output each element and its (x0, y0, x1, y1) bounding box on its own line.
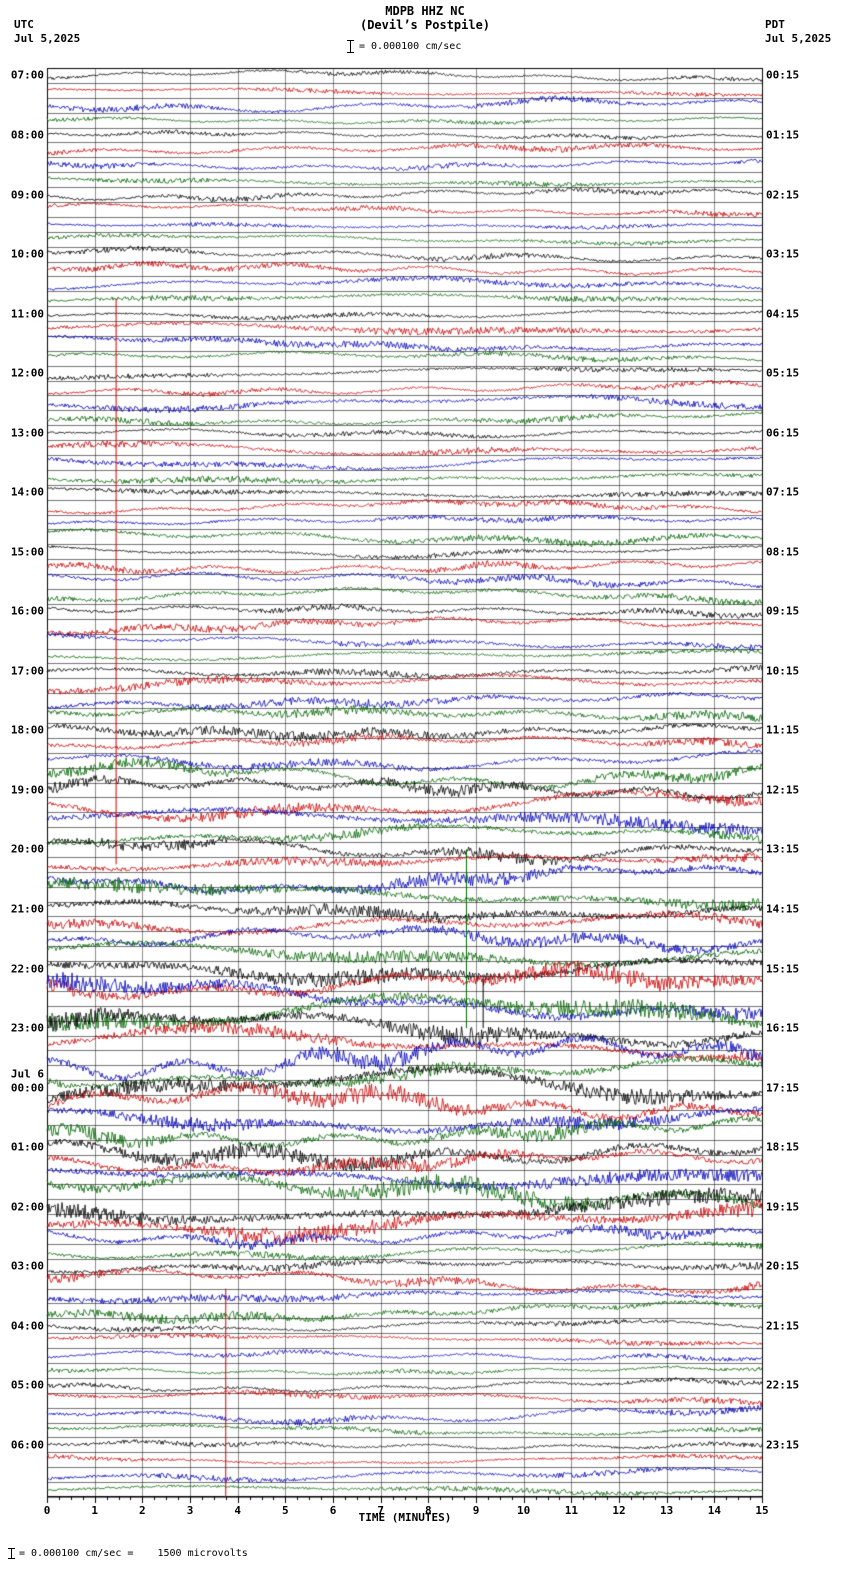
left-time-label: 04:00 (10, 1319, 44, 1333)
right-time-label: 02:15 (766, 188, 800, 202)
x-axis-tick: 0 (43, 1504, 51, 1517)
left-time-label: 01:00 (10, 1140, 44, 1154)
left-time-label: 23:00 (10, 1021, 44, 1035)
right-time-label: 10:15 (766, 664, 800, 678)
scale-bar-icon (8, 1548, 15, 1559)
x-axis-tick: 13 (660, 1504, 674, 1517)
right-time-label: 17:15 (766, 1081, 800, 1095)
right-time-label: 12:15 (766, 783, 800, 797)
left-time-label: 19:00 (10, 783, 44, 797)
left-time-label: 15:00 (10, 545, 44, 559)
footer-scale-note: = 0.000100 cm/sec = 1500 microvolts (8, 1548, 248, 1559)
station-title: MDPB HHZ NC (385, 4, 465, 18)
left-time-label: 06:00 (10, 1438, 44, 1452)
left-date: Jul 5,2025 (14, 32, 81, 45)
right-time-label: 16:15 (766, 1021, 800, 1035)
x-axis-tick: 3 (186, 1504, 194, 1517)
right-time-label: 05:15 (766, 366, 800, 380)
x-axis-tick: 8 (425, 1504, 432, 1517)
left-time-label: 00:00 (10, 1081, 44, 1095)
right-time-label: 09:15 (766, 604, 800, 618)
left-time-label: 07:00 (10, 68, 44, 82)
left-time-label: 20:00 (10, 842, 44, 856)
x-axis-tick: 1 (91, 1504, 98, 1517)
right-time-label: 07:15 (766, 485, 800, 499)
left-time-label: 10:00 (10, 247, 44, 261)
x-axis-tick: 11 (564, 1504, 578, 1517)
x-axis-tick: 12 (612, 1504, 626, 1517)
x-axis-tick: 2 (139, 1504, 146, 1517)
right-timezone: PDT (765, 18, 785, 31)
right-time-label: 08:15 (766, 545, 800, 559)
scale-indicator: = 0.000100 cm/sec (347, 40, 461, 53)
right-time-label: 13:15 (766, 842, 800, 856)
left-time-label: Jul 6 (10, 1067, 44, 1081)
right-time-label: 15:15 (766, 962, 800, 976)
footer-scale-text: = 0.000100 cm/sec = 1500 microvolts (19, 1548, 248, 1559)
right-time-label: 23:15 (766, 1438, 800, 1452)
left-time-label: 22:00 (10, 962, 44, 976)
right-time-label: 21:15 (766, 1319, 800, 1333)
right-time-label: 03:15 (766, 247, 800, 261)
x-axis-tick: 15 (755, 1504, 769, 1517)
left-time-label: 14:00 (10, 485, 44, 499)
x-axis-tick: 4 (234, 1504, 241, 1517)
left-time-label: 17:00 (10, 664, 44, 678)
left-time-label: 11:00 (10, 307, 44, 321)
right-time-label: 22:15 (766, 1378, 800, 1392)
left-time-label: 05:00 (10, 1378, 44, 1392)
left-time-label: 09:00 (10, 188, 44, 202)
left-time-label: 13:00 (10, 426, 44, 440)
x-axis-tick: 7 (377, 1504, 384, 1517)
x-axis-tick: 9 (472, 1504, 480, 1517)
right-time-label: 18:15 (766, 1140, 800, 1154)
right-time-label: 06:15 (766, 426, 800, 440)
right-time-label: 00:15 (766, 68, 800, 82)
left-time-label: 03:00 (10, 1259, 44, 1273)
right-time-label: 11:15 (766, 723, 800, 737)
right-time-label: 04:15 (766, 307, 800, 321)
x-axis-tick: 5 (282, 1504, 289, 1517)
header-right: PDT Jul 5,2025 (765, 18, 831, 46)
left-time-label: 18:00 (10, 723, 44, 737)
left-time-label: 08:00 (10, 128, 44, 142)
left-time-label: 12:00 (10, 366, 44, 380)
left-timezone: UTC (14, 18, 34, 31)
right-time-label: 19:15 (766, 1200, 800, 1214)
header-left: UTC Jul 5,2025 (14, 18, 80, 46)
x-axis-tick: 14 (707, 1504, 721, 1517)
scale-label: = 0.000100 cm/sec (359, 41, 462, 52)
left-time-label: 02:00 (10, 1200, 44, 1214)
left-time-label: 16:00 (10, 604, 44, 618)
x-axis-tick: 6 (329, 1504, 337, 1517)
right-time-label: 01:15 (766, 128, 800, 142)
right-time-label: 14:15 (766, 902, 800, 916)
x-axis-tick: 10 (517, 1504, 531, 1517)
x-axis-label: TIME (MINUTES) (358, 1511, 452, 1524)
right-date: Jul 5,2025 (765, 32, 832, 45)
station-subtitle: (Devil’s Postpile) (359, 18, 491, 32)
scale-bar-icon (347, 40, 354, 53)
left-time-label: 21:00 (10, 902, 44, 916)
right-time-label: 20:15 (766, 1259, 800, 1273)
